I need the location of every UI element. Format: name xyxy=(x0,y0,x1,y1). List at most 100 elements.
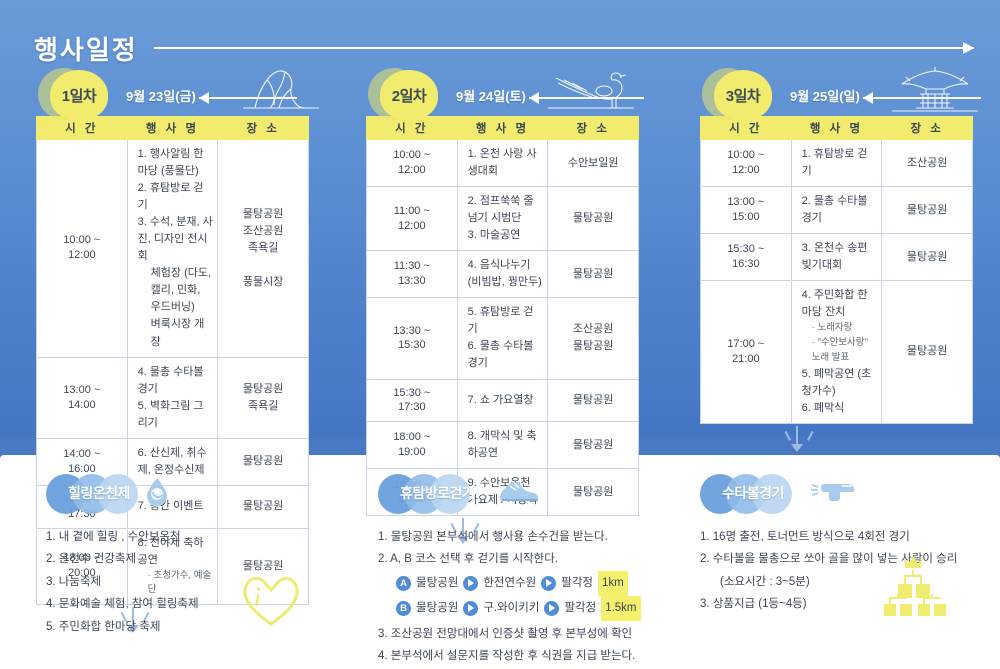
panel-list-after: 3. 조산공원 전망대에서 인증샷 촬영 후 본부성에 확인 4. 본부석에서 설… xyxy=(378,623,688,668)
table-row: 13:00 ~ 14:00 4. 물총 수타볼 경기 5. 벽화그림 그리기 물탕공원… xyxy=(36,356,309,439)
cell-place: 물탕공원 xyxy=(547,250,639,299)
table-header-2: 장 소 xyxy=(217,116,309,140)
table-row: 10:00 ~ 12:00 1. 휴탐방로 걷기 조산공원 xyxy=(700,138,973,188)
event-name: · 노래자랑 xyxy=(811,322,853,334)
list-item: 5. 주민화합 한마당 축제 xyxy=(46,620,161,633)
day-header: 1일차 9월 23일(금) xyxy=(36,68,319,120)
cell-time: 10:00 ~ 12:00 xyxy=(700,138,792,188)
day-date: 9월 24일(토) xyxy=(456,89,526,104)
course-distance: 1km xyxy=(597,570,628,596)
cell-event-names: 4. 물총 수타볼 경기 5. 벽화그림 그리기 xyxy=(126,356,219,439)
course-stop: 팔각정 xyxy=(564,601,597,614)
day-badge-wrap: 1일차 xyxy=(36,68,122,124)
course-row-A: A 물탕공원 한전연수원 팔각정 1km xyxy=(378,570,688,596)
cell-place: 물탕공원 xyxy=(547,421,639,470)
cell-event-names: 1. 행사알림 한마당 (풍물단) 2. 휴탐방로 걷기 3. 수석, 분재, 사진… xyxy=(126,139,219,358)
table-header-1: 행 사 명 xyxy=(126,116,219,140)
cell-time: 18:00 ~ 19:00 xyxy=(366,421,458,470)
event-name: 2. 물총 수타볼 경기 xyxy=(801,195,868,225)
cell-place: 물탕공원 xyxy=(547,378,639,423)
cell-place: 물탕공원 xyxy=(547,468,639,517)
table-header-2: 장 소 xyxy=(547,116,639,140)
arrow-right-icon xyxy=(463,600,479,616)
arrow-right-icon xyxy=(463,575,479,591)
day-badge: 2일차 xyxy=(380,70,438,120)
cell-event-names: 5. 휴탐방로 걷기 6. 물총 수타볼 경기 xyxy=(456,297,549,380)
list-item: 3. 조산공원 전망대에서 인증샷 촬영 후 본부성에 확인 xyxy=(378,627,633,640)
date-arrow-icon xyxy=(199,92,297,104)
panel-list: 1. 내 곁에 힐링 , 수안보온천 2. 온천수 건강축제 3. 나눔축제 4. 문… xyxy=(46,526,356,638)
course-stop: 구.와이키키 xyxy=(483,601,540,614)
cell-event-names: 2. 물총 수타볼 경기 xyxy=(790,186,883,235)
cell-event-names: 4. 주민화합 한마당 잔치 · 노래자랑 · "수안보사랑" 노래 발표 5. 폐막… xyxy=(790,280,883,424)
table-row: 15:30 ~ 17:30 7. 쇼 가요열창 물탕공원 xyxy=(366,378,639,423)
list-item: 4. 문화예술 체험, 참여 힐링축제 xyxy=(46,598,199,611)
table-header-2: 장 소 xyxy=(881,116,973,140)
list-item: (소요시간 : 3~5분) xyxy=(720,575,810,588)
cell-event-names: 4. 음식나누기 (비빔밥, 꿩만두) xyxy=(456,250,549,299)
event-name: 4. 주민화합 한마당 잔치 xyxy=(801,289,868,319)
list-item: 2. A, B 코스 선택 후 걷기를 시작한다. xyxy=(378,553,559,566)
info-panels: 힐링온천제 1. 내 곁에 힐링 , 수안보온천 2. 온천수 건강축제 3. 나눔축… xyxy=(0,472,1000,669)
event-name: 2. 점프쑥쑥 줄넘기 시범단 xyxy=(467,195,534,225)
cell-place: 물탕공원 조산공원 족욕길 풍물시장 xyxy=(217,139,309,358)
list-item: 1. 물탕공원 본부석에서 행사용 손수건을 받는다. xyxy=(378,531,608,543)
cell-time: 10:00 ~ 12:00 xyxy=(366,138,458,188)
table-row: 11:30 ~ 13:30 4. 음식나누기 (비빔밥, 꿩만두) 물탕공원 xyxy=(366,250,639,299)
pill-dot-3 xyxy=(98,474,138,514)
day-date: 9월 23일(금) xyxy=(126,89,196,104)
sneaker-shoe-icon xyxy=(496,476,540,509)
cell-place: 물탕공원 xyxy=(547,186,639,252)
event-name: · 초청가수, 예술단 xyxy=(147,569,212,596)
event-name: 1. 휴탐방로 걷기 xyxy=(801,148,868,178)
event-name: 1. 온천 사랑 사생대회 xyxy=(467,148,537,178)
table-row: 13:00 ~ 15:00 2. 물총 수타볼 경기 물탕공원 xyxy=(700,186,973,235)
cell-place: 조산공원 물탕공원 xyxy=(547,297,639,380)
cell-event-names: 1. 휴탐방로 걷기 xyxy=(790,138,883,188)
course-row-B: B 물탕공원 구.와이키키 팔각정 1.5km xyxy=(378,595,688,621)
cell-event-names: 7. 쇼 가요열창 xyxy=(456,378,549,423)
header-arrow-rule-icon xyxy=(153,42,975,54)
date-arrow-icon xyxy=(863,92,981,104)
cell-event-names: 8. 전야제 축하공연 · 초청가수, 예술단 xyxy=(126,527,219,606)
list-item: 2. 수타볼을 물총으로 쏘아 골을 많이 넣는 사람이 승리 xyxy=(700,553,958,566)
table-header-0: 시 간 xyxy=(36,116,128,140)
event-name: 6. 물총 수타볼 경기 xyxy=(467,340,534,370)
list-item: 4. 본부석에서 설문지를 작성한 후 식권을 지급 받는다. xyxy=(378,650,636,663)
table-row: 17:00 ~ 21:00 4. 주민화합 한마당 잔치 · 노래자랑 · "수안보사… xyxy=(700,280,973,424)
table-row: 18:00 ~ 20:00 8. 전야제 축하공연 · 초청가수, 예술단 물탕공원 xyxy=(36,527,309,606)
day-badge-wrap: 3일차 xyxy=(700,68,786,124)
table-row: 10:00 ~ 12:00 1. 온천 사랑 사생대회 수안보일원 xyxy=(366,138,639,188)
cell-place: 조산공원 xyxy=(881,138,973,188)
info-panel-3: 수타볼경기 1. 16명 출전, 토너먼트 방식으로 4회전 경기 2. 수타볼을 … xyxy=(700,472,1000,662)
info-panel-1: 힐링온천제 1. 내 곁에 힐링 , 수안보온천 2. 온천수 건강축제 3. 나눔축… xyxy=(46,472,356,662)
cell-event-names: 3. 온천수 송편빚기대회 xyxy=(790,233,883,282)
cell-place: 물탕공원 xyxy=(217,484,309,529)
event-name: 7. 쇼 가요열창 xyxy=(467,393,534,406)
event-name: 3. 수석, 분재, 사진, 디자인 전시회 xyxy=(137,216,213,263)
table-header-0: 시 간 xyxy=(366,116,458,140)
cell-time: 11:30 ~ 13:30 xyxy=(366,250,458,299)
panel-title-pill: 힐링온천제 xyxy=(46,472,356,516)
course-stop: 물탕공원 xyxy=(416,601,459,614)
day-date: 9월 25일(일) xyxy=(790,89,860,104)
event-name: 2. 휴탐방로 걷기 xyxy=(137,182,204,212)
water-drop-icon xyxy=(144,476,170,511)
down-arrow-icon xyxy=(366,516,639,546)
event-name: 4. 음식나누기 (비빔밥, 꿩만두) xyxy=(467,259,542,289)
cell-time: 17:00 ~ 21:00 xyxy=(700,280,792,424)
cell-event-names: 1. 온천 사랑 사생대회 xyxy=(456,138,549,188)
panel-list: 1. 물탕공원 본부석에서 행사용 손수건을 받는다. 2. A, B 코스 선택… xyxy=(378,526,688,571)
cell-time: 18:00 ~ 20:00 xyxy=(36,527,128,606)
list-item: 3. 상품지급 (1등~4등) xyxy=(700,598,807,611)
list-item: 1. 16명 출전, 토너먼트 방식으로 4회전 경기 xyxy=(700,531,910,543)
table-row: 10:00 ~ 12:00 1. 행사알림 한마당 (풍물단) 2. 휴탐방로 걷기… xyxy=(36,139,309,358)
day-badge: 3일차 xyxy=(714,70,772,120)
cell-time: 11:00 ~ 12:00 xyxy=(366,186,458,252)
day-header: 3일차 9월 25일(일) xyxy=(700,67,981,120)
event-name: 1. 행사알림 한마당 (풍물단) xyxy=(137,148,204,178)
day-badge-wrap: 2일차 xyxy=(366,68,452,124)
